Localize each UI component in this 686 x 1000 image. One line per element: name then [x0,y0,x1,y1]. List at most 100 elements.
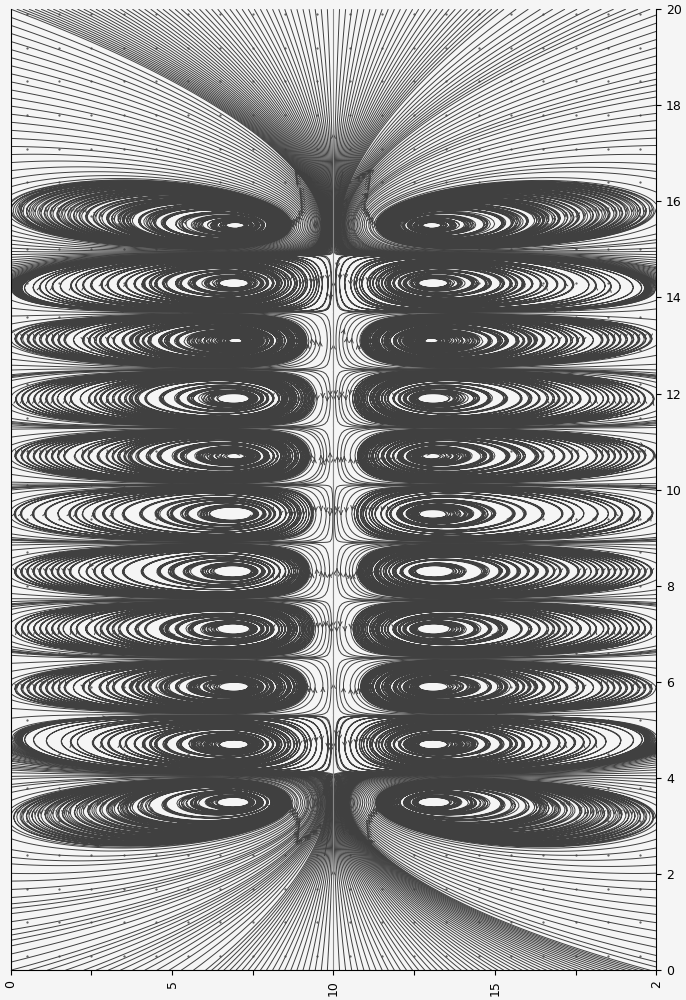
FancyArrowPatch shape [364,195,368,199]
FancyArrowPatch shape [327,220,331,224]
FancyArrowPatch shape [324,791,328,795]
FancyArrowPatch shape [484,221,488,226]
FancyArrowPatch shape [371,811,375,816]
FancyArrowPatch shape [331,571,335,575]
FancyArrowPatch shape [45,400,49,404]
FancyArrowPatch shape [295,624,299,628]
FancyArrowPatch shape [170,568,174,572]
FancyArrowPatch shape [93,336,97,341]
FancyArrowPatch shape [67,513,71,517]
FancyArrowPatch shape [70,630,74,635]
FancyArrowPatch shape [343,626,346,631]
FancyArrowPatch shape [49,568,54,572]
FancyArrowPatch shape [126,450,129,454]
FancyArrowPatch shape [282,343,285,347]
FancyArrowPatch shape [544,630,548,635]
FancyArrowPatch shape [321,688,324,692]
FancyArrowPatch shape [312,830,316,834]
FancyArrowPatch shape [40,450,44,454]
FancyArrowPatch shape [320,623,324,628]
FancyArrowPatch shape [365,212,369,217]
FancyArrowPatch shape [314,623,317,628]
FancyArrowPatch shape [379,741,383,745]
FancyArrowPatch shape [303,173,307,178]
FancyArrowPatch shape [130,336,134,341]
FancyArrowPatch shape [265,687,269,691]
FancyArrowPatch shape [241,340,246,344]
FancyArrowPatch shape [311,181,315,185]
FancyArrowPatch shape [119,802,123,806]
FancyArrowPatch shape [330,226,333,230]
FancyArrowPatch shape [21,684,25,688]
FancyArrowPatch shape [602,810,605,814]
FancyArrowPatch shape [350,830,353,834]
FancyArrowPatch shape [550,450,554,454]
FancyArrowPatch shape [608,568,611,572]
FancyArrowPatch shape [51,208,56,212]
FancyArrowPatch shape [296,180,300,185]
FancyArrowPatch shape [288,459,292,464]
FancyArrowPatch shape [331,622,335,626]
FancyArrowPatch shape [314,830,317,834]
FancyArrowPatch shape [593,208,596,212]
FancyArrowPatch shape [324,508,328,512]
FancyArrowPatch shape [427,451,431,455]
FancyArrowPatch shape [559,568,563,572]
FancyArrowPatch shape [480,515,484,519]
FancyArrowPatch shape [336,777,340,781]
FancyArrowPatch shape [306,345,309,349]
FancyArrowPatch shape [366,840,370,844]
FancyArrowPatch shape [76,805,80,810]
FancyArrowPatch shape [514,681,517,685]
FancyArrowPatch shape [399,227,403,231]
FancyArrowPatch shape [82,805,86,809]
FancyArrowPatch shape [294,812,298,816]
FancyArrowPatch shape [633,681,637,685]
FancyArrowPatch shape [399,342,403,347]
FancyArrowPatch shape [329,221,333,225]
FancyArrowPatch shape [112,399,116,403]
FancyArrowPatch shape [509,744,513,748]
FancyArrowPatch shape [344,199,347,204]
FancyArrowPatch shape [392,624,396,628]
FancyArrowPatch shape [308,572,312,576]
FancyArrowPatch shape [58,208,62,212]
FancyArrowPatch shape [270,343,274,347]
FancyArrowPatch shape [358,835,362,840]
FancyArrowPatch shape [301,208,305,213]
FancyArrowPatch shape [100,213,104,217]
FancyArrowPatch shape [326,784,329,789]
FancyArrowPatch shape [329,224,333,228]
FancyArrowPatch shape [359,835,363,840]
FancyArrowPatch shape [346,824,349,829]
FancyArrowPatch shape [386,340,389,344]
FancyArrowPatch shape [363,197,367,201]
FancyArrowPatch shape [46,630,49,635]
FancyArrowPatch shape [112,336,115,341]
FancyArrowPatch shape [103,716,107,720]
FancyArrowPatch shape [327,624,331,628]
FancyArrowPatch shape [599,208,602,212]
FancyArrowPatch shape [366,170,370,174]
FancyArrowPatch shape [310,830,314,835]
FancyArrowPatch shape [388,506,391,511]
FancyArrowPatch shape [365,840,369,844]
FancyArrowPatch shape [393,277,397,282]
FancyArrowPatch shape [619,568,624,572]
FancyArrowPatch shape [300,196,305,200]
FancyArrowPatch shape [119,308,123,312]
FancyArrowPatch shape [337,217,340,222]
FancyArrowPatch shape [637,207,640,212]
FancyArrowPatch shape [257,573,261,578]
FancyArrowPatch shape [511,801,514,805]
FancyArrowPatch shape [368,814,372,819]
FancyArrowPatch shape [296,820,300,825]
FancyArrowPatch shape [464,797,468,801]
FancyArrowPatch shape [364,212,368,216]
FancyArrowPatch shape [113,450,117,454]
FancyArrowPatch shape [376,810,380,814]
FancyArrowPatch shape [385,573,389,577]
FancyArrowPatch shape [124,215,128,220]
FancyArrowPatch shape [325,783,329,788]
FancyArrowPatch shape [596,809,600,814]
